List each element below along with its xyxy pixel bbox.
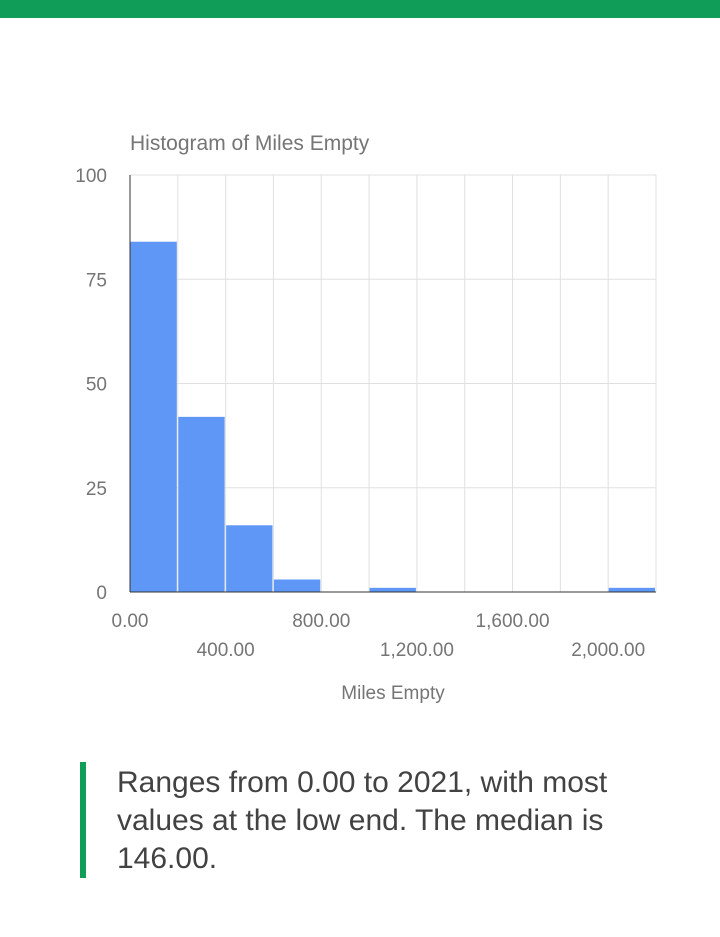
histogram-bar xyxy=(226,525,273,592)
histogram-bar xyxy=(608,587,655,592)
summary-text: Ranges from 0.00 to 2021, with most valu… xyxy=(117,766,608,875)
histogram-chart: Histogram of Miles Empty 0 25 50 75 100 0.00… xyxy=(75,132,657,704)
x-tick-label: 1,600.00 xyxy=(476,611,550,632)
histogram-bars xyxy=(130,241,655,592)
y-tick-label: 50 xyxy=(86,375,107,396)
x-tick-label: 800.00 xyxy=(292,611,350,632)
axes xyxy=(129,175,656,593)
x-tick-label: 0.00 xyxy=(112,611,149,632)
histogram-bar xyxy=(178,416,225,592)
x-tick-labels: 0.00 400.00 800.00 1,200.00 1,600.00 2,000.00 xyxy=(112,611,646,661)
chart-title: Histogram of Miles Empty xyxy=(130,132,370,155)
top-accent-bar xyxy=(0,0,720,18)
histogram-bar xyxy=(273,579,321,592)
histogram-bar xyxy=(369,587,416,592)
y-tick-label: 75 xyxy=(86,270,107,291)
summary-callout: Ranges from 0.00 to 2021, with most valu… xyxy=(80,762,660,878)
x-tick-label: 400.00 xyxy=(197,640,255,661)
x-tick-label: 2,000.00 xyxy=(571,640,645,661)
x-axis-title: Miles Empty xyxy=(341,683,445,704)
y-tick-label: 0 xyxy=(96,583,107,604)
histogram-bar xyxy=(130,241,177,592)
y-tick-label: 25 xyxy=(86,479,107,500)
x-tick-label: 1,200.00 xyxy=(380,640,454,661)
y-tick-label: 100 xyxy=(75,166,107,187)
y-tick-labels: 0 25 50 75 100 xyxy=(75,166,107,604)
